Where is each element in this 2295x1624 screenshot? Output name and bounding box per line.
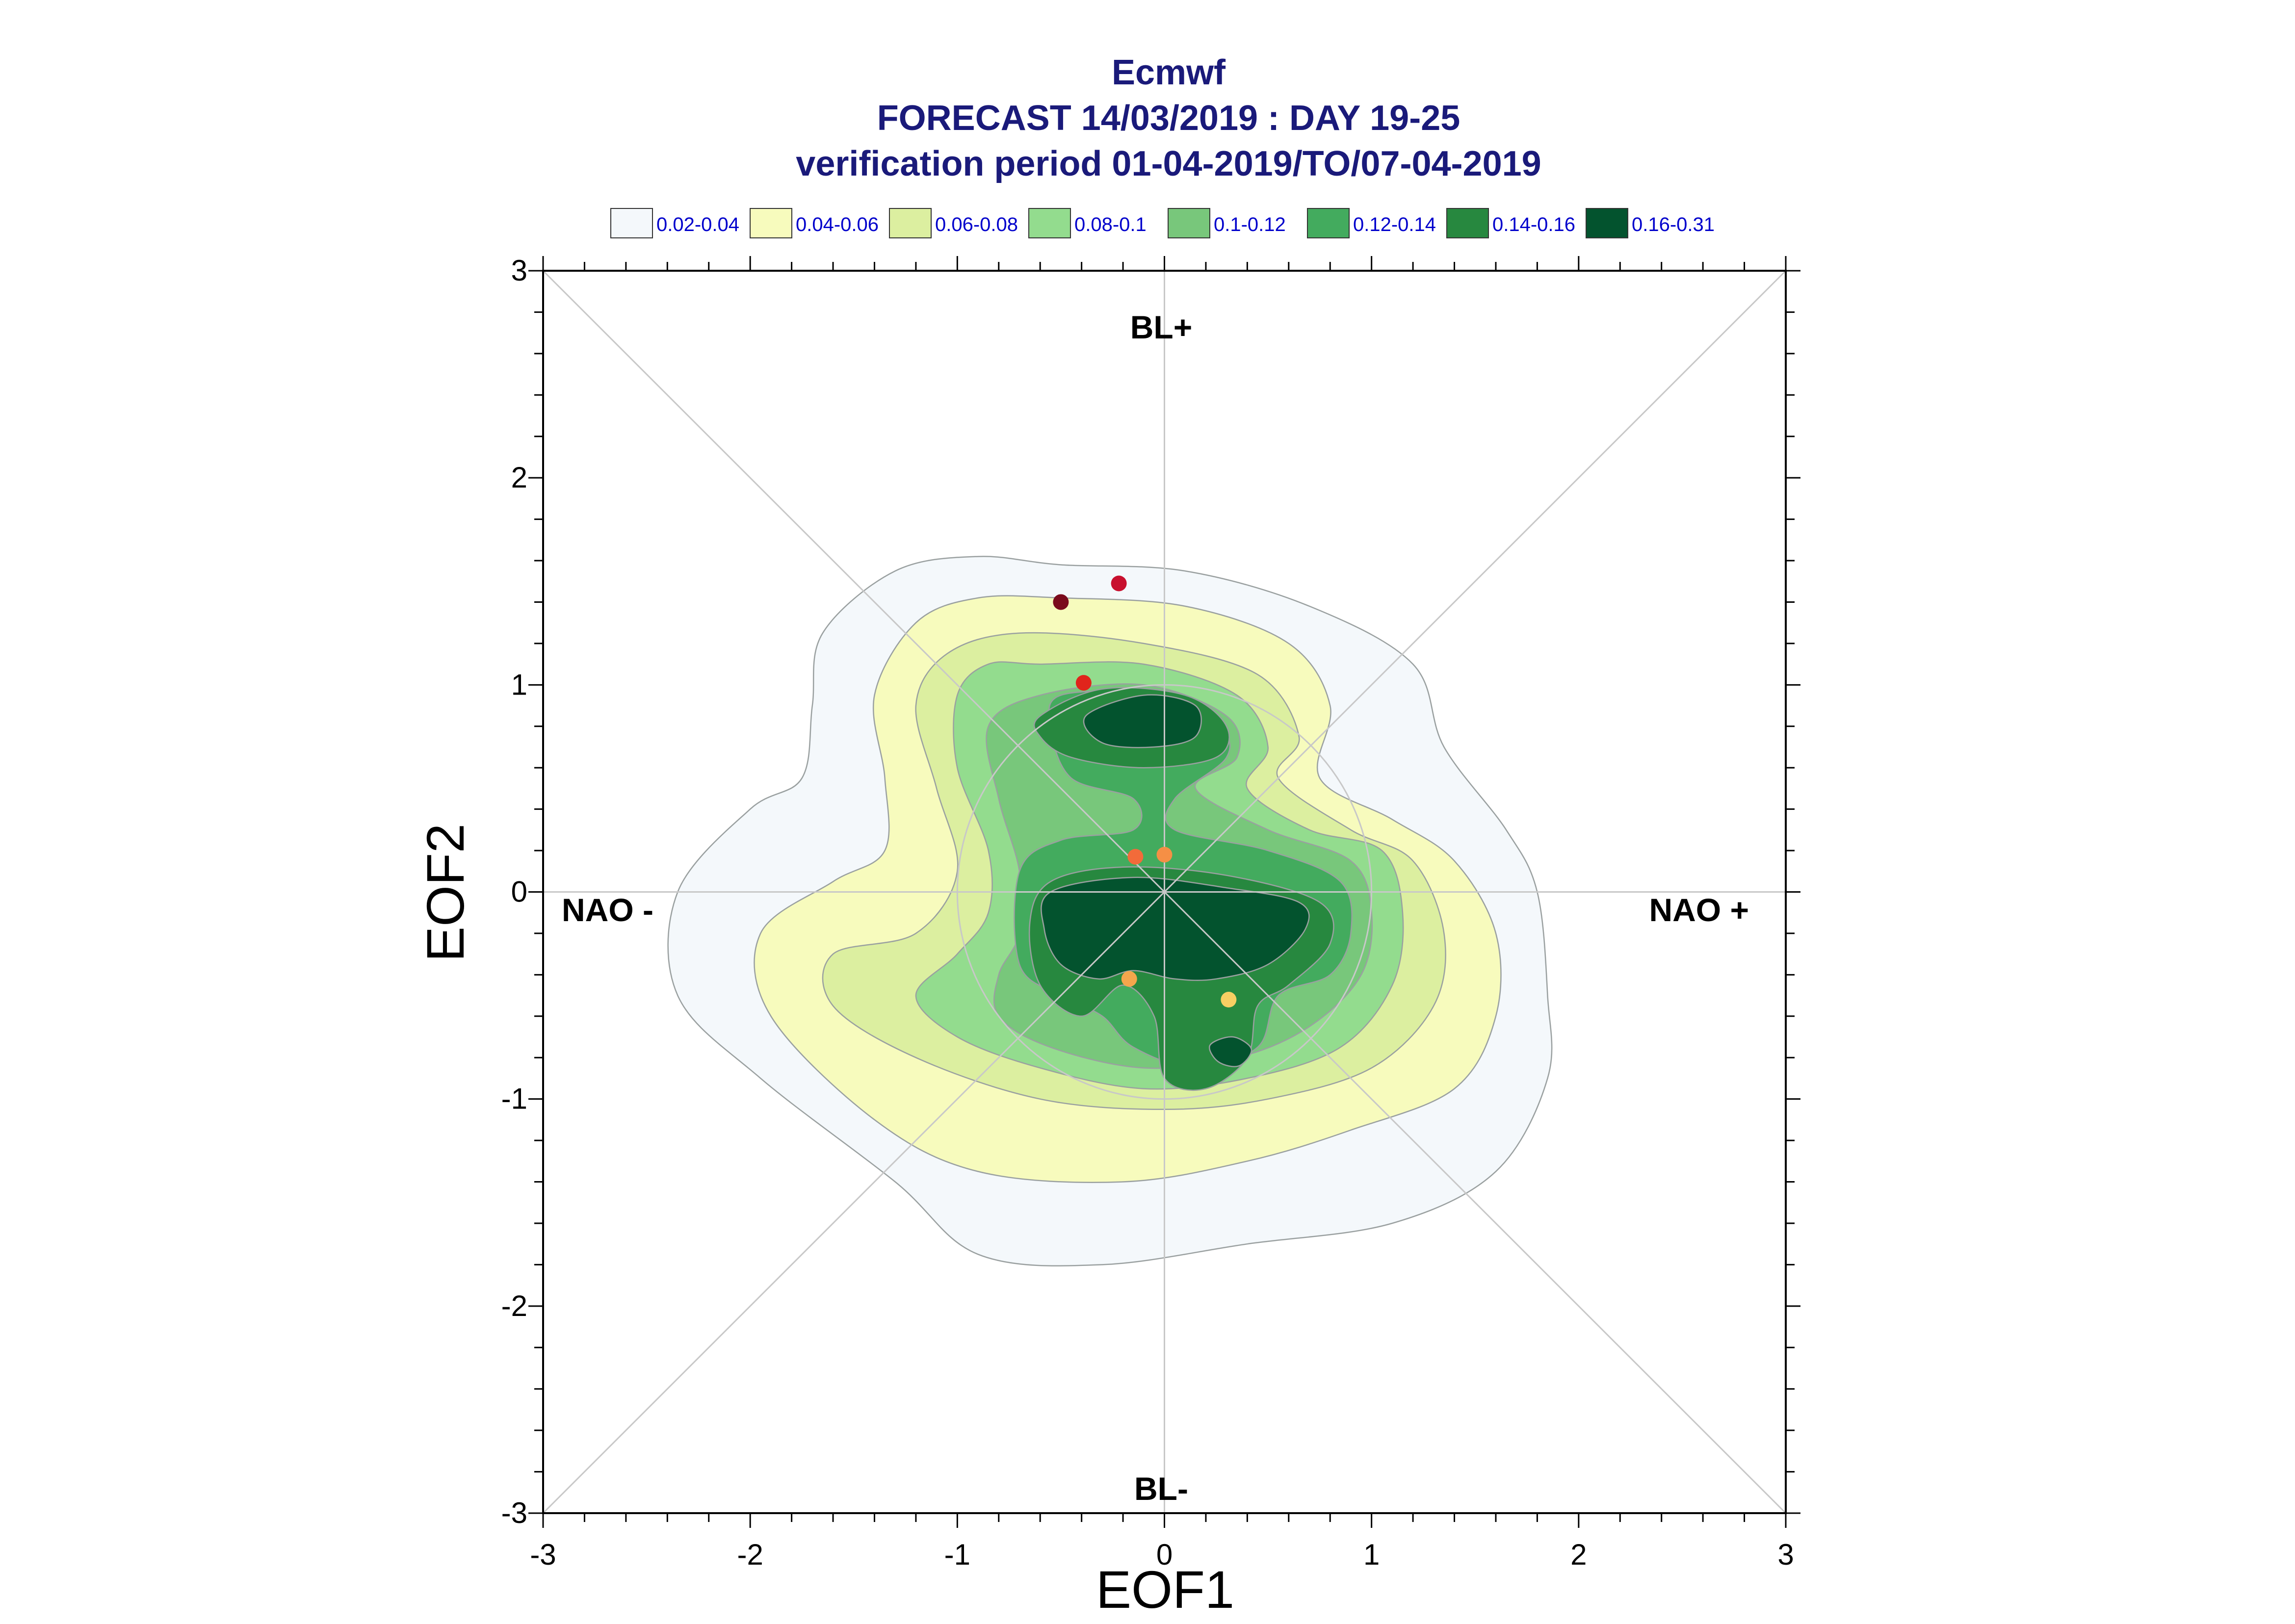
member-dot (1221, 992, 1237, 1008)
contour-level-7 (1209, 1036, 1252, 1067)
chart-subtitle-forecast: FORECAST 14/03/2019 : DAY 19-25 (877, 99, 1460, 138)
legend-swatch (1446, 208, 1489, 238)
legend-label: 0.12-0.14 (1353, 214, 1436, 235)
member-dot (1111, 575, 1127, 592)
member-dot (1053, 594, 1069, 610)
legend-swatch (1028, 208, 1071, 238)
legend-label: 0.06-0.08 (935, 214, 1018, 235)
chart-subtitle-verification: verification period 01-04-2019/TO/07-04-… (796, 144, 1541, 183)
unit-circle (956, 684, 1373, 1100)
regime-label-bl-plus: BL+ (1130, 309, 1193, 345)
legend-label: 0.02-0.04 (656, 214, 739, 235)
guide-lines (542, 270, 1787, 1514)
ensemble-members (1053, 575, 1237, 1008)
legend-swatch (1586, 208, 1628, 238)
member-dot (1075, 675, 1092, 691)
legend-label: 0.04-0.06 (796, 214, 879, 235)
y-tick-label: 3 (511, 254, 527, 287)
axes: -3 -2 -1 0 1 2 3 -3 -2 -1 0 1 2 3 (501, 254, 1800, 1571)
legend-label: 0.14-0.16 (1492, 214, 1575, 235)
x-axis-title: EOF1 (1096, 1560, 1234, 1619)
x-tick-label: -3 (530, 1538, 556, 1571)
legend-label: 0.1-0.12 (1214, 214, 1286, 235)
x-tick-label: 1 (1363, 1538, 1380, 1571)
contour-level-7 (1041, 876, 1310, 981)
legend-swatch (1307, 208, 1350, 238)
x-tick-label: -2 (737, 1538, 763, 1571)
x-tick-label: 0 (1156, 1538, 1173, 1571)
x-tick-label: -1 (944, 1538, 970, 1571)
contour-level-7 (1083, 694, 1202, 748)
legend-swatch (750, 208, 792, 238)
y-tick-label: 0 (511, 876, 527, 908)
member-dot (1156, 847, 1173, 863)
regime-label-nao-minus: NAO - (562, 892, 653, 928)
y-tick-label: -2 (501, 1289, 527, 1322)
chart-title: Ecmwf (1112, 53, 1226, 92)
member-dot (1127, 849, 1144, 865)
y-tick-label: -3 (501, 1496, 527, 1529)
x-tick-label: 3 (1777, 1538, 1794, 1571)
y-tick-label: 2 (511, 461, 527, 494)
x-tick-label: 2 (1570, 1538, 1587, 1571)
legend-swatch (889, 208, 932, 238)
member-dot (1121, 971, 1137, 987)
y-axis-title: EOF2 (416, 824, 475, 962)
legend-swatch (1168, 208, 1210, 238)
legend-label: 0.08-0.1 (1074, 214, 1147, 235)
regime-label-bl-minus: BL- (1134, 1470, 1188, 1507)
density-contours (667, 556, 1553, 1266)
regime-label-nao-plus: NAO + (1649, 892, 1749, 928)
y-tick-label: -1 (501, 1083, 527, 1115)
legend: 0.02-0.04 0.04-0.06 0.06-0.08 0.08-0.1 0.1-0… (610, 208, 1715, 238)
y-tick-label: 1 (511, 668, 527, 701)
legend-swatch (610, 208, 653, 238)
legend-label: 0.16-0.31 (1632, 214, 1715, 235)
